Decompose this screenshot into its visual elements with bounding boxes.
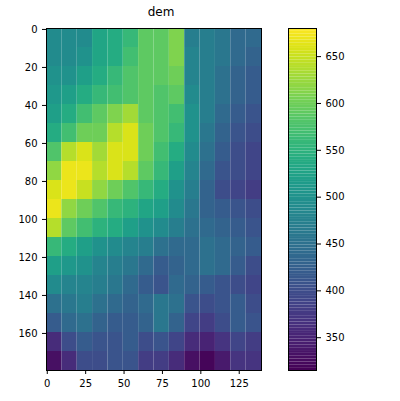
svg-text:80: 80: [25, 176, 38, 187]
svg-text:0: 0: [31, 24, 37, 35]
svg-text:400: 400: [326, 285, 345, 296]
svg-text:60: 60: [25, 138, 38, 149]
svg-text:75: 75: [156, 378, 169, 389]
svg-text:140: 140: [18, 290, 37, 301]
svg-text:600: 600: [326, 98, 345, 109]
svg-text:450: 450: [326, 238, 345, 249]
svg-text:25: 25: [79, 378, 92, 389]
svg-text:0: 0: [44, 378, 50, 389]
svg-text:100: 100: [18, 214, 37, 225]
html-text:dem: dem: [147, 5, 175, 19]
svg-text:350: 350: [326, 332, 345, 343]
svg-text:650: 650: [326, 51, 345, 62]
svg-text:40: 40: [25, 100, 38, 111]
svg-text:550: 550: [326, 145, 345, 156]
svg-text:125: 125: [230, 378, 249, 389]
svg-text:20: 20: [25, 62, 38, 73]
svg-text:100: 100: [191, 378, 210, 389]
svg-text:160: 160: [18, 328, 37, 339]
svg-text:50: 50: [118, 378, 131, 389]
svg-text:120: 120: [18, 252, 37, 263]
svg-text:500: 500: [326, 191, 345, 202]
